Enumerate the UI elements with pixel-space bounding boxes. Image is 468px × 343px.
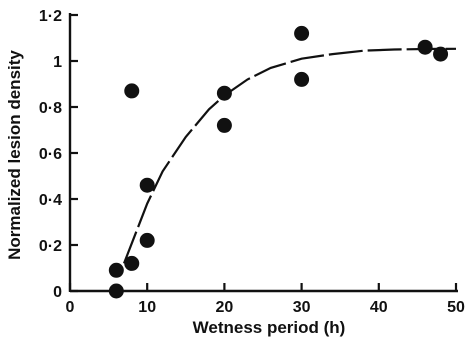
data-points (108, 25, 449, 299)
x-tick-label: 10 (138, 299, 156, 316)
data-point (216, 85, 232, 101)
y-tick-label: 0·2 (39, 238, 62, 255)
data-point (417, 39, 433, 55)
data-point (216, 117, 232, 133)
data-point (124, 255, 140, 271)
x-tick-label: 30 (293, 299, 311, 316)
x-tick-label: 40 (370, 299, 388, 316)
tick-labels: 0 10 20 30 40 50 0 0·2 0·4 0·6 0·8 1 1·2 (39, 8, 465, 316)
data-point (108, 283, 124, 299)
x-tick-label: 20 (216, 299, 234, 316)
y-axis-title: Normalized lesion density (5, 50, 24, 260)
data-point (433, 46, 449, 62)
y-tick-label: 1·2 (39, 8, 62, 25)
fitted-curve (122, 47, 457, 264)
y-tick-label: 1 (53, 54, 62, 71)
x-tick-label: 50 (447, 299, 465, 316)
data-point (294, 25, 310, 41)
data-point (294, 71, 310, 87)
y-tick-label: 0·8 (39, 100, 62, 117)
x-axis-title: Wetness period (h) (193, 318, 346, 337)
tick-marks (68, 13, 458, 293)
data-point (124, 83, 140, 99)
data-point (139, 232, 155, 248)
x-tick-label: 0 (66, 299, 75, 316)
data-point (139, 177, 155, 193)
y-tick-label: 0 (53, 284, 62, 301)
y-tick-label: 0·6 (39, 146, 62, 163)
y-tick-label: 0·4 (39, 192, 62, 209)
data-point (108, 262, 124, 278)
